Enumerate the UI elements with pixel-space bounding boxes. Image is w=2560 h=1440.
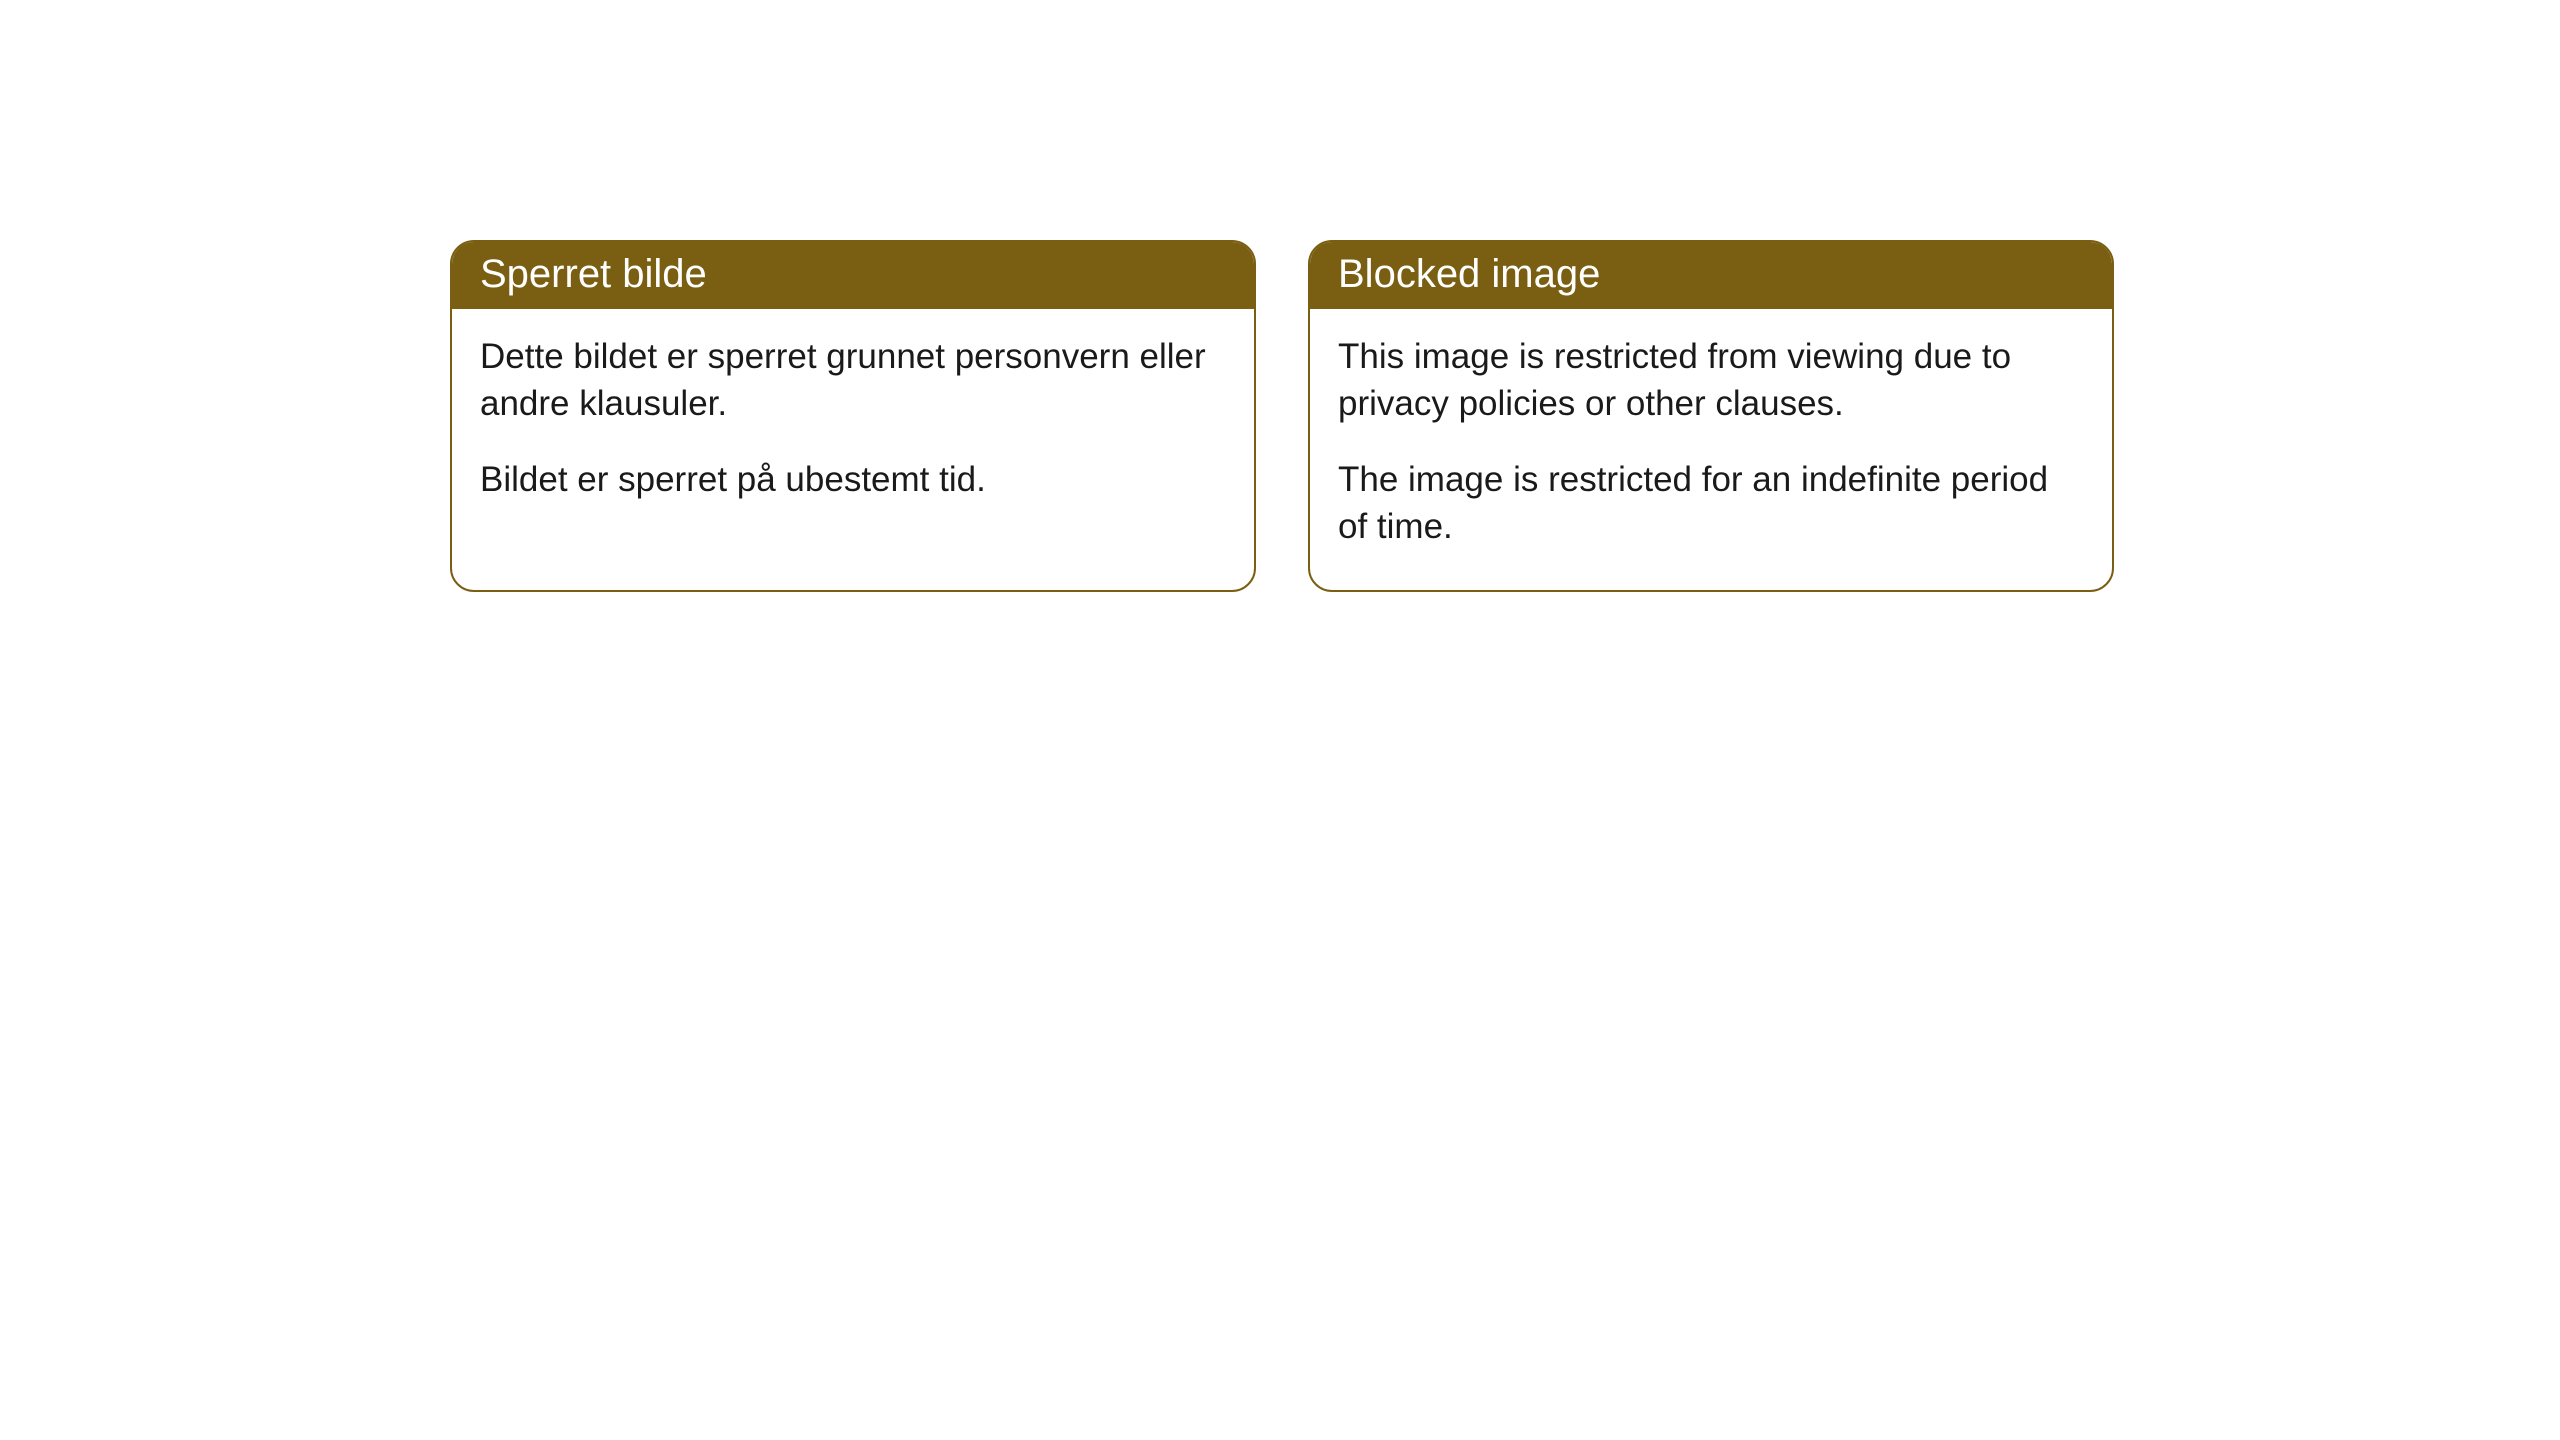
card-title: Sperret bilde xyxy=(480,252,707,296)
card-paragraph: Bildet er sperret på ubestemt tid. xyxy=(480,456,1226,503)
notice-cards-container: Sperret bilde Dette bildet er sperret gr… xyxy=(450,240,2114,592)
card-body: Dette bildet er sperret grunnet personve… xyxy=(452,309,1254,543)
card-header: Sperret bilde xyxy=(452,242,1254,309)
card-header: Blocked image xyxy=(1310,242,2112,309)
notice-card-english: Blocked image This image is restricted f… xyxy=(1308,240,2114,592)
notice-card-norwegian: Sperret bilde Dette bildet er sperret gr… xyxy=(450,240,1256,592)
card-body: This image is restricted from viewing du… xyxy=(1310,309,2112,590)
card-title: Blocked image xyxy=(1338,252,1600,296)
card-paragraph: The image is restricted for an indefinit… xyxy=(1338,456,2084,551)
card-paragraph: This image is restricted from viewing du… xyxy=(1338,333,2084,428)
card-paragraph: Dette bildet er sperret grunnet personve… xyxy=(480,333,1226,428)
